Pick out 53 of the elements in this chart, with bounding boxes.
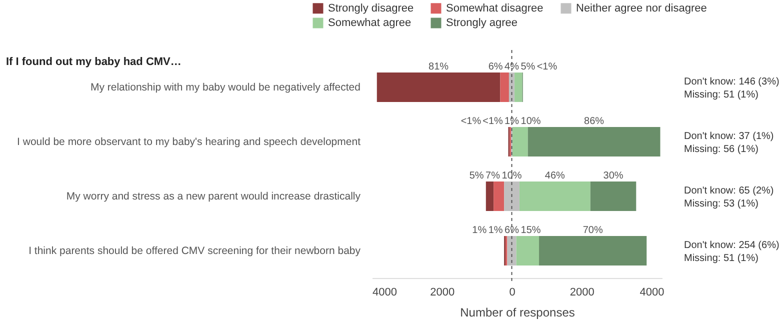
- y-tick-label: My worry and stress as a new parent would increase drastically: [66, 190, 362, 202]
- y-tick-label: My relationship with my baby would be negatively affected: [90, 81, 361, 94]
- text: Don't know: 254 (6%) Missing: 51 (1%): [684, 240, 780, 264]
- bar: [504, 182, 520, 211]
- bar: [486, 182, 494, 211]
- annotation: <1%: [460, 116, 482, 127]
- annotation: 1%: [488, 224, 503, 236]
- annotation: 81%: [428, 61, 449, 72]
- legend-label: Somewhat disagree: [446, 2, 544, 14]
- bar: [514, 72, 522, 102]
- bar: [494, 182, 504, 211]
- x-tick-label: 4000: [640, 286, 664, 298]
- bar: [507, 236, 516, 266]
- bar: [500, 72, 509, 102]
- annotation: 6%: [504, 224, 520, 236]
- text: If I found out my baby had CMV…: [6, 56, 182, 68]
- annotation: 5%: [469, 170, 484, 182]
- x-tick-label: 2000: [430, 286, 455, 298]
- annotation: 1%: [504, 116, 520, 127]
- bar: [539, 236, 647, 266]
- bar: [512, 127, 528, 156]
- x-tick-label: 0: [509, 286, 516, 298]
- y-tick-label: I would be more observant to my baby's hearing and speech development: [17, 136, 361, 148]
- text: Don't know: 146 (3%) Missing: 51 (1%): [684, 76, 780, 100]
- annotation: 86%: [584, 116, 604, 127]
- annotation: 7%: [486, 170, 500, 182]
- annotation: 6%: [488, 61, 503, 72]
- bar: [590, 182, 636, 211]
- annotation: 1%: [472, 224, 487, 236]
- annotation: <1%: [536, 61, 558, 72]
- annotation: 10%: [520, 116, 541, 127]
- bar: [516, 236, 540, 266]
- y-tick-label: I think parents should be offered CMV screening for their newborn baby: [28, 244, 362, 257]
- annotation: 15%: [520, 224, 541, 236]
- legend-label: Strongly agree: [446, 17, 518, 29]
- annotation: <1%: [482, 116, 504, 127]
- annotation: 4%: [504, 61, 520, 72]
- text: Don't know: 37 (1%) Missing: 56 (1%): [684, 130, 774, 155]
- legend-label: Somewhat agree: [328, 17, 412, 29]
- x-axis-title: Number of responses: [460, 306, 575, 320]
- annotation: 30%: [603, 170, 624, 182]
- annotation: 70%: [582, 224, 603, 236]
- text: Don't know: 65 (2%) Missing: 53 (1%): [684, 185, 774, 210]
- annotation: 5%: [520, 61, 536, 72]
- x-tick-label: 4000: [372, 286, 397, 298]
- bar: [519, 182, 590, 211]
- legend-label: Strongly disagree: [328, 2, 414, 14]
- x-tick-label: 2000: [570, 286, 594, 298]
- legend-label: Neither agree nor disagree: [576, 2, 707, 14]
- bar: [528, 127, 660, 156]
- bar: [376, 72, 500, 102]
- annotation: 10%: [502, 170, 522, 182]
- annotation: 46%: [544, 170, 566, 182]
